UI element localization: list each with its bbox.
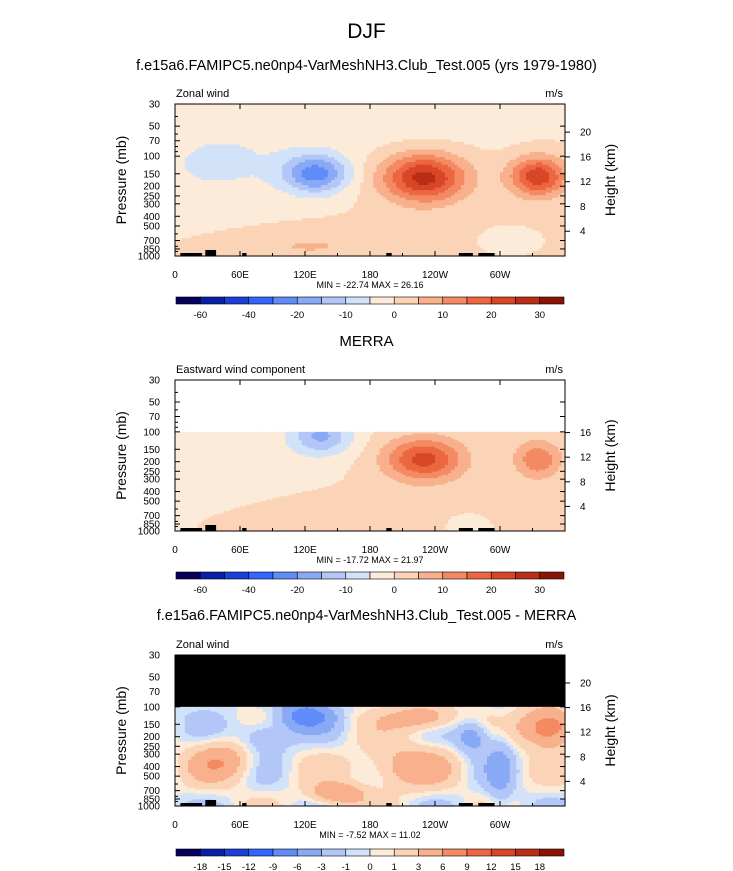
contour-field [175,104,566,257]
panel-model: Zonal wind m/s305070100150200250300400500… [113,88,618,321]
